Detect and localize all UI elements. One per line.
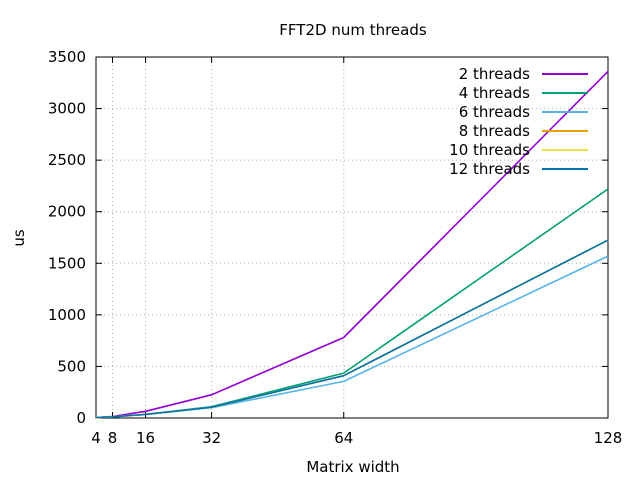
legend-label: 10 threads <box>449 141 530 159</box>
legend-label: 8 threads <box>459 122 530 140</box>
x-axis-label: Matrix width <box>306 458 399 476</box>
x-tick-label: 64 <box>334 429 353 447</box>
legend-label: 2 threads <box>459 65 530 83</box>
x-tick-label: 4 <box>91 429 101 447</box>
x-tick-label: 8 <box>108 429 118 447</box>
y-tick-label: 500 <box>57 357 86 375</box>
grid-lines <box>96 57 608 418</box>
plot-border <box>95 56 609 419</box>
y-axis-label: us <box>10 229 28 247</box>
chart-title: FFT2D num threads <box>279 21 427 39</box>
series-line-1 <box>95 70 609 419</box>
legend-label: 6 threads <box>459 103 530 121</box>
y-tick-label: 3500 <box>48 48 86 66</box>
series-line-6 <box>95 239 609 419</box>
x-tick-label: 128 <box>594 429 623 447</box>
y-tick-label: 1000 <box>48 306 86 324</box>
y-tick-label: 2500 <box>48 151 86 169</box>
tick-labels: 0 500 1000 1500 2000 2500 3000 3500 4 8 16 32 64 128 <box>48 48 623 447</box>
x-tick-label: 16 <box>136 429 155 447</box>
y-tick-label: 1500 <box>48 254 86 272</box>
y-tick-label: 0 <box>76 409 86 427</box>
y-tick-label: 3000 <box>48 100 86 118</box>
legend-label: 4 threads <box>459 84 530 102</box>
x-tick-label: 32 <box>202 429 221 447</box>
series-lines <box>95 70 609 419</box>
y-tick-label: 2000 <box>48 203 86 221</box>
plot-frame <box>95 56 609 419</box>
series-line-2 <box>95 188 609 419</box>
legend-label: 12 threads <box>449 160 530 178</box>
